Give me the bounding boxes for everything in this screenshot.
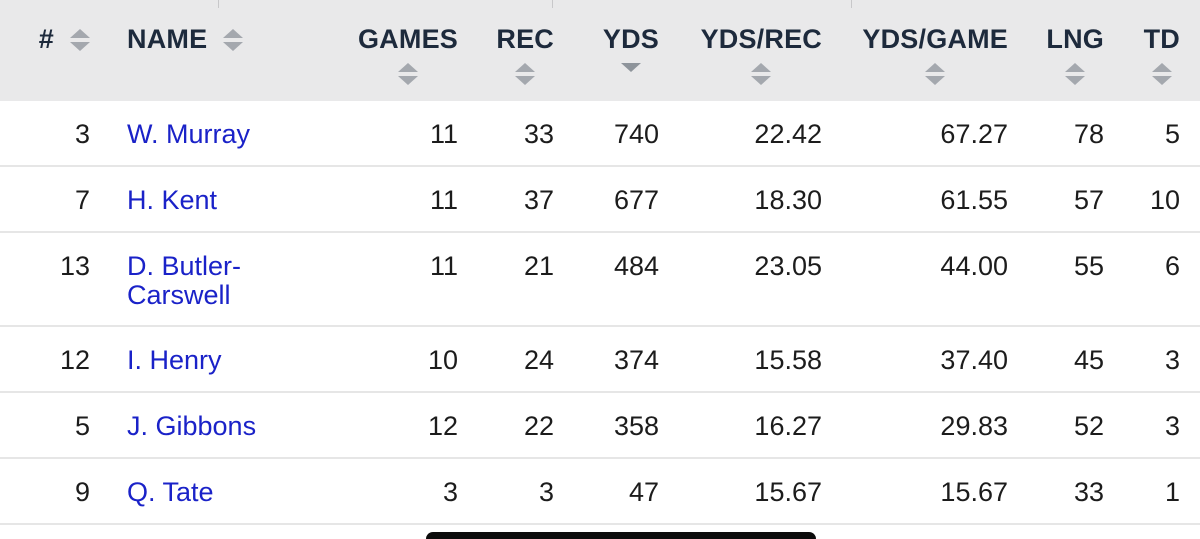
header-rec-label: REC	[496, 24, 554, 54]
table-row: 7 H. Kent 11 37 677 18.30 61.55 57 10	[0, 166, 1200, 232]
cell-rec: 21	[523, 251, 554, 281]
cell-yds-game: 61.55	[940, 185, 1008, 215]
cell-name: H. Kent	[127, 166, 337, 232]
cell-number: 12	[59, 345, 90, 375]
cell-yds-game: 15.67	[940, 477, 1008, 507]
cell-yds: 358	[613, 411, 659, 441]
cell-name: W. Murray	[127, 101, 337, 166]
header-yds-game[interactable]: YDS/GAME	[822, 0, 1008, 101]
cell-number: 9	[74, 477, 90, 507]
cell-yds: 740	[613, 119, 659, 149]
table-row: 12 I. Henry 10 24 374 15.58 37.40 45 3	[0, 326, 1200, 392]
cell-yds-rec: 18.30	[754, 185, 822, 215]
player-link[interactable]: J. Gibbons	[127, 411, 257, 441]
table-row: 3 W. Murray 11 33 740 22.42 67.27 78 5	[0, 101, 1200, 166]
cell-number: 13	[59, 251, 90, 281]
header-games[interactable]: GAMES	[337, 0, 458, 101]
player-link[interactable]: H. Kent	[127, 185, 218, 215]
header-games-label: GAMES	[357, 24, 458, 54]
cell-yds-rec: 22.42	[754, 119, 822, 149]
header-number-label: #	[38, 24, 54, 54]
player-link[interactable]: I. Henry	[127, 345, 222, 375]
sort-updown-icon[interactable]	[70, 28, 90, 51]
cell-rec: 22	[523, 411, 554, 441]
sort-updown-icon[interactable]	[751, 63, 772, 85]
cell-td: 3	[1164, 345, 1180, 375]
sort-updown-icon[interactable]	[397, 63, 418, 85]
cell-lng: 55	[1073, 251, 1104, 281]
sort-updown-icon[interactable]	[223, 28, 244, 51]
cell-yds-game: 29.83	[940, 411, 1008, 441]
header-yds-rec[interactable]: YDS/REC	[659, 0, 822, 101]
cell-td: 1	[1164, 477, 1180, 507]
cell-name: J. Gibbons	[127, 392, 337, 458]
player-link[interactable]: W. Murray	[127, 119, 251, 149]
header-rec[interactable]: REC	[458, 0, 554, 101]
table-row: 5 J. Gibbons 12 22 358 16.27 29.83 52 3	[0, 392, 1200, 458]
player-link[interactable]: Q. Tate	[127, 477, 214, 507]
cell-td: 6	[1164, 251, 1180, 281]
cell-games: 10	[427, 345, 458, 375]
cell-yds-rec: 23.05	[754, 251, 822, 281]
table-row: 9 Q. Tate 3 3 47 15.67 15.67 33 1	[0, 458, 1200, 524]
cell-lng: 57	[1073, 185, 1104, 215]
cell-yds-game: 67.27	[940, 119, 1008, 149]
cell-td: 3	[1164, 411, 1180, 441]
header-yds-label: YDS	[602, 24, 659, 54]
cell-games: 11	[429, 185, 458, 215]
sort-updown-icon[interactable]	[1065, 63, 1086, 85]
header-name-label: NAME	[127, 24, 208, 54]
cell-yds: 47	[628, 477, 659, 507]
cell-rec: 3	[538, 477, 554, 507]
table-header-row: # NAME GAMES	[0, 0, 1200, 101]
cell-number: 7	[74, 185, 90, 215]
cell-rec: 24	[523, 345, 554, 375]
header-yds-game-label: YDS/GAME	[862, 24, 1008, 54]
sort-descending-icon[interactable]	[620, 63, 641, 72]
cell-yds: 677	[613, 185, 659, 215]
cell-lng: 45	[1073, 345, 1104, 375]
header-yds-rec-label: YDS/REC	[700, 24, 822, 54]
cell-td: 10	[1149, 185, 1180, 215]
cell-yds: 484	[613, 251, 659, 281]
cell-yds: 374	[613, 345, 659, 375]
header-td[interactable]: TD	[1104, 0, 1180, 101]
sort-updown-icon[interactable]	[1151, 63, 1172, 85]
header-name[interactable]: NAME	[127, 0, 337, 101]
cell-number: 5	[74, 411, 90, 441]
cell-yds-rec: 15.58	[754, 345, 822, 375]
cell-number: 3	[74, 119, 90, 149]
header-lng-label: LNG	[1046, 24, 1104, 54]
player-link[interactable]: D. Butler-Carswell	[127, 251, 242, 310]
header-lng[interactable]: LNG	[1008, 0, 1104, 101]
header-yds[interactable]: YDS	[554, 0, 659, 101]
cell-name: D. Butler-Carswell	[127, 232, 337, 326]
cell-games: 11	[429, 119, 458, 149]
receiving-stats-table: # NAME GAMES	[0, 0, 1200, 524]
table-row: 13 D. Butler-Carswell 11 21 484 23.05 44…	[0, 232, 1200, 326]
sort-updown-icon[interactable]	[925, 63, 946, 85]
cell-games: 3	[442, 477, 458, 507]
cell-td: 5	[1164, 119, 1180, 149]
cell-rec: 37	[523, 185, 554, 215]
home-indicator-bar[interactable]	[426, 532, 816, 539]
cell-yds-rec: 16.27	[754, 411, 822, 441]
cell-games: 12	[427, 411, 458, 441]
header-td-label: TD	[1143, 24, 1180, 54]
cell-rec: 33	[523, 119, 554, 149]
cell-yds-game: 44.00	[940, 251, 1008, 281]
cell-name: Q. Tate	[127, 458, 337, 524]
cell-games: 11	[429, 251, 458, 281]
header-number[interactable]: #	[0, 0, 90, 101]
cell-lng: 33	[1073, 477, 1104, 507]
sort-updown-icon[interactable]	[515, 63, 536, 85]
cell-name: I. Henry	[127, 326, 337, 392]
cell-lng: 78	[1073, 119, 1104, 149]
cell-yds-rec: 15.67	[754, 477, 822, 507]
cell-yds-game: 37.40	[940, 345, 1008, 375]
cell-lng: 52	[1073, 411, 1104, 441]
